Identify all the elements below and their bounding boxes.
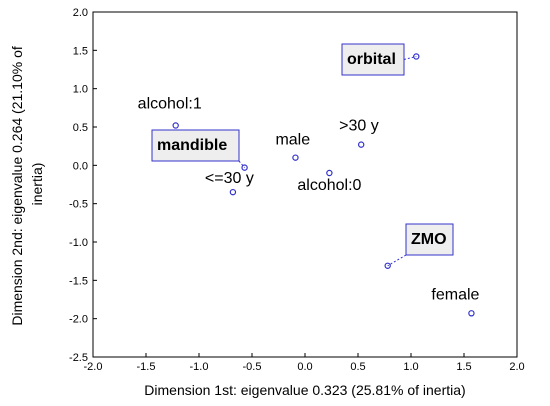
- supplementary-label: mandible: [157, 137, 227, 154]
- x-tick-label: -1.5: [137, 361, 156, 373]
- leader-line: [238, 160, 245, 168]
- y-axis-title-line-2: inertia): [29, 163, 45, 206]
- x-tick-label: 1.5: [456, 361, 471, 373]
- plot-area: [92, 11, 518, 358]
- point-labels: alcohol:1 male >30 y alcohol:0 <=30 y female o…: [138, 43, 480, 303]
- leader-line: [387, 254, 407, 267]
- y-tick-label: -2.5: [69, 352, 88, 364]
- y-tick-label: -0.5: [69, 199, 88, 211]
- point-marker: [292, 154, 299, 161]
- label-box: [405, 223, 454, 256]
- y-tick-label: -1.0: [69, 237, 88, 249]
- point-marker: [172, 122, 179, 129]
- y-axis-ticks: 2.0 1.5 1.0 0.5 0.0 -0.5 -1.0 -1.5 -2.0 -2.5: [69, 7, 97, 364]
- y-tick-label: 1.5: [73, 45, 88, 57]
- y-axis-title-line-1: Dimension 2nd: eigenvalue 0.264 (21.10% …: [9, 46, 25, 326]
- x-axis-title: Dimension 1st: eigenvalue 0.323 (25.81% …: [144, 382, 465, 398]
- y-tick-label: 0.5: [73, 122, 88, 134]
- x-tick-label: 0.5: [350, 361, 365, 373]
- y-tick-label: 1.0: [73, 84, 88, 96]
- y-tick-label: 0.0: [73, 160, 88, 172]
- y-tick-label: -2.0: [69, 314, 88, 326]
- point-label: >30 y: [339, 118, 379, 135]
- label-box: [341, 43, 405, 76]
- y-tick-label: 2.0: [73, 7, 88, 19]
- x-tick-label: 2.0: [509, 361, 524, 373]
- point-label: alcohol:0: [297, 177, 361, 194]
- y-tick-label: -1.5: [69, 275, 88, 287]
- x-tick-label: -1.0: [190, 361, 209, 373]
- x-tick-label: -2.0: [84, 361, 103, 373]
- supplementary-label: ZMO: [411, 231, 447, 248]
- point-label: male: [275, 132, 310, 149]
- point-marker: [229, 188, 237, 196]
- label-box: [151, 129, 240, 162]
- point-marker: [357, 141, 365, 148]
- x-axis-ticks: -2.0 -1.5 -1.0 -0.5 0.0 0.5 1.0 1.5 2.0: [84, 353, 525, 373]
- markers: [172, 53, 475, 317]
- point-label: alcohol:1: [138, 95, 202, 112]
- point-marker: [326, 169, 333, 177]
- point-marker: [468, 310, 475, 317]
- x-tick-label: 1.0: [403, 361, 418, 373]
- y-axis-title: Dimension 2nd: eigenvalue 0.264 (21.10% …: [9, 42, 45, 325]
- point-label: female: [431, 286, 479, 303]
- x-tick-label: 0.0: [297, 361, 312, 373]
- point-label: <=30 y: [205, 170, 254, 187]
- supplementary-label: orbital: [347, 51, 396, 68]
- x-tick-label: -0.5: [243, 361, 262, 373]
